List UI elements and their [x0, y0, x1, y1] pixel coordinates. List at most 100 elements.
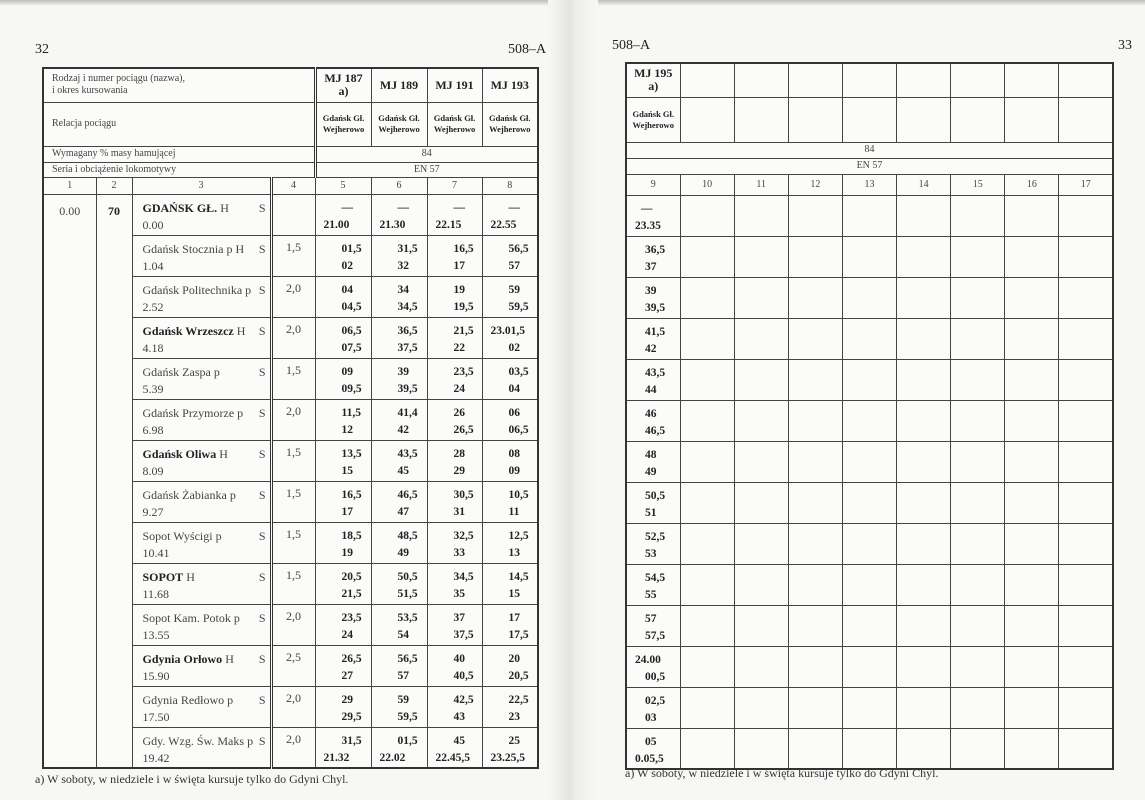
station-cell: Gdynia Orłowo H S 15.90	[131, 644, 273, 687]
station-s-mark: S	[258, 487, 266, 502]
time-arrival: 20	[508, 652, 521, 665]
station-name: Gdańsk Politechnika	[142, 282, 243, 297]
time-arrival: 30,5	[453, 488, 474, 501]
station-name-line: Sopot Kam. Potok p S	[143, 610, 266, 627]
train-time: 43,5 45	[370, 439, 428, 482]
station-kilometer: 2.52	[142, 299, 164, 314]
time-arrival: 19	[453, 283, 466, 296]
station-row: 41,5 42	[625, 317, 1114, 360]
time-arrival: 46	[645, 407, 657, 420]
train-number-line1: MJ 187	[324, 71, 363, 86]
time-arrival: 56,5	[397, 652, 418, 665]
train-number-line1: MJ 191	[435, 77, 474, 92]
train-time: 11,5 12	[314, 398, 372, 441]
column-number: 11	[733, 173, 789, 196]
station-row: 0.00 70 GDAŃSK GŁ. H S 0.00—21.00—21.30—22.1…	[42, 193, 539, 769]
kilometer-start: 0.00	[42, 193, 97, 769]
time-arrival: 39	[397, 365, 410, 378]
time-departure: 12	[341, 423, 354, 436]
empty-cell	[895, 686, 952, 729]
train-time: 48 49	[625, 440, 681, 483]
station-name-line: Gdynia Orłowo H S	[143, 651, 266, 668]
header-relation-row: Relacja pociągu Gdańsk Gł. Wejherowo Gdańsk…	[42, 101, 539, 147]
time-arrival: 43,5	[645, 366, 666, 379]
empty-cell	[1058, 522, 1114, 565]
train-time: 59 59,5	[481, 275, 539, 318]
empty-cell	[895, 235, 952, 278]
station-row: Gdańsk Przymorze p S 6.98 2,0 11,5 12 41,4 42 26…	[43, 398, 539, 441]
empty-cell	[1058, 440, 1114, 483]
time-departure: 57	[397, 669, 410, 682]
time-departure: 09,5	[341, 382, 362, 395]
time-departure: 17	[453, 259, 466, 272]
empty-cell	[1058, 194, 1114, 237]
time-departure: 22.15	[435, 218, 462, 231]
empty-cell	[679, 194, 735, 237]
empty-cell	[787, 62, 843, 98]
time-arrival: 40	[453, 652, 466, 665]
train-time: 28 29	[426, 439, 483, 482]
time-arrival: 11,5	[341, 406, 362, 419]
empty-cell	[1004, 481, 1060, 524]
time-departure: 02	[341, 259, 354, 272]
train-time: — 22.15	[426, 193, 483, 236]
train-time: 39 39,5	[625, 276, 681, 319]
column-number: 15	[950, 173, 1006, 196]
station-kilometer: 4.18	[142, 340, 164, 355]
train-time: 34,5 35	[426, 562, 483, 605]
time-arrival: 01,5	[397, 734, 418, 747]
time-departure: 09	[508, 464, 521, 477]
train-time: 34 34,5	[370, 275, 428, 318]
station-kilometer: 6.98	[142, 422, 164, 437]
train-time: 57 57,5	[625, 604, 681, 647]
time-arrival: 06,5	[341, 324, 362, 337]
train-time: 36,5 37,5	[370, 316, 428, 359]
time-departure: 21.32	[323, 751, 350, 764]
column-number: 14	[895, 173, 952, 196]
train-relation-line2: Wejherowo	[632, 119, 674, 130]
empty-cell	[679, 604, 735, 647]
train-time: 23,5 24	[314, 603, 372, 646]
empty-cell	[1004, 194, 1060, 237]
station-s-mark: S	[258, 692, 266, 707]
empty-cell	[950, 645, 1006, 688]
time-arrival: 10,5	[508, 488, 529, 501]
empty-cell	[733, 604, 789, 647]
train-time: 46,5 47	[370, 480, 428, 523]
empty-cell	[787, 276, 843, 319]
station-name: Gdańsk Przymorze	[142, 405, 235, 420]
empty-cell	[679, 358, 735, 401]
right-footnote: a) W soboty, w niedziele i w święta kurs…	[625, 766, 939, 780]
empty-cell	[895, 604, 952, 647]
train-type-label-line2: i okres kursowania	[52, 85, 128, 97]
empty-cell	[787, 399, 843, 442]
empty-cell	[733, 194, 789, 237]
empty-cell	[895, 276, 952, 319]
time-arrival: 41,5	[645, 325, 666, 338]
station-row: Sopot Kam. Potok p S 13.55 2,0 23,5 24 53,5 54 3…	[43, 603, 539, 646]
running-time: 2,0	[270, 398, 316, 441]
train-time: 06 06,5	[481, 398, 539, 441]
time-arrival: 37	[453, 611, 466, 624]
station-mark: p	[245, 282, 252, 297]
station-mark: H	[236, 323, 246, 338]
time-departure: 29,5	[341, 710, 362, 723]
empty-cell	[787, 440, 843, 483]
station-name: Gdańsk Wrzeszcz	[142, 323, 234, 338]
time-arrival: —	[508, 201, 521, 214]
train-time: 36,5 37	[625, 235, 681, 278]
empty-cell	[679, 481, 735, 524]
station-name-line: Sopot Wyścigi p S	[143, 528, 266, 545]
time-arrival: 05	[645, 735, 657, 748]
station-mark: H	[225, 651, 234, 666]
empty-cell	[679, 522, 735, 565]
train-number: MJ 187 a)	[314, 67, 372, 103]
time-arrival: 45	[453, 734, 466, 747]
time-departure: 04,5	[341, 300, 362, 313]
time-departure: 04	[508, 382, 521, 395]
time-departure: 24	[341, 628, 354, 641]
time-arrival: 22,5	[508, 693, 529, 706]
station-row: 05 0.05,5	[625, 727, 1114, 770]
station-mark: p	[229, 487, 236, 502]
